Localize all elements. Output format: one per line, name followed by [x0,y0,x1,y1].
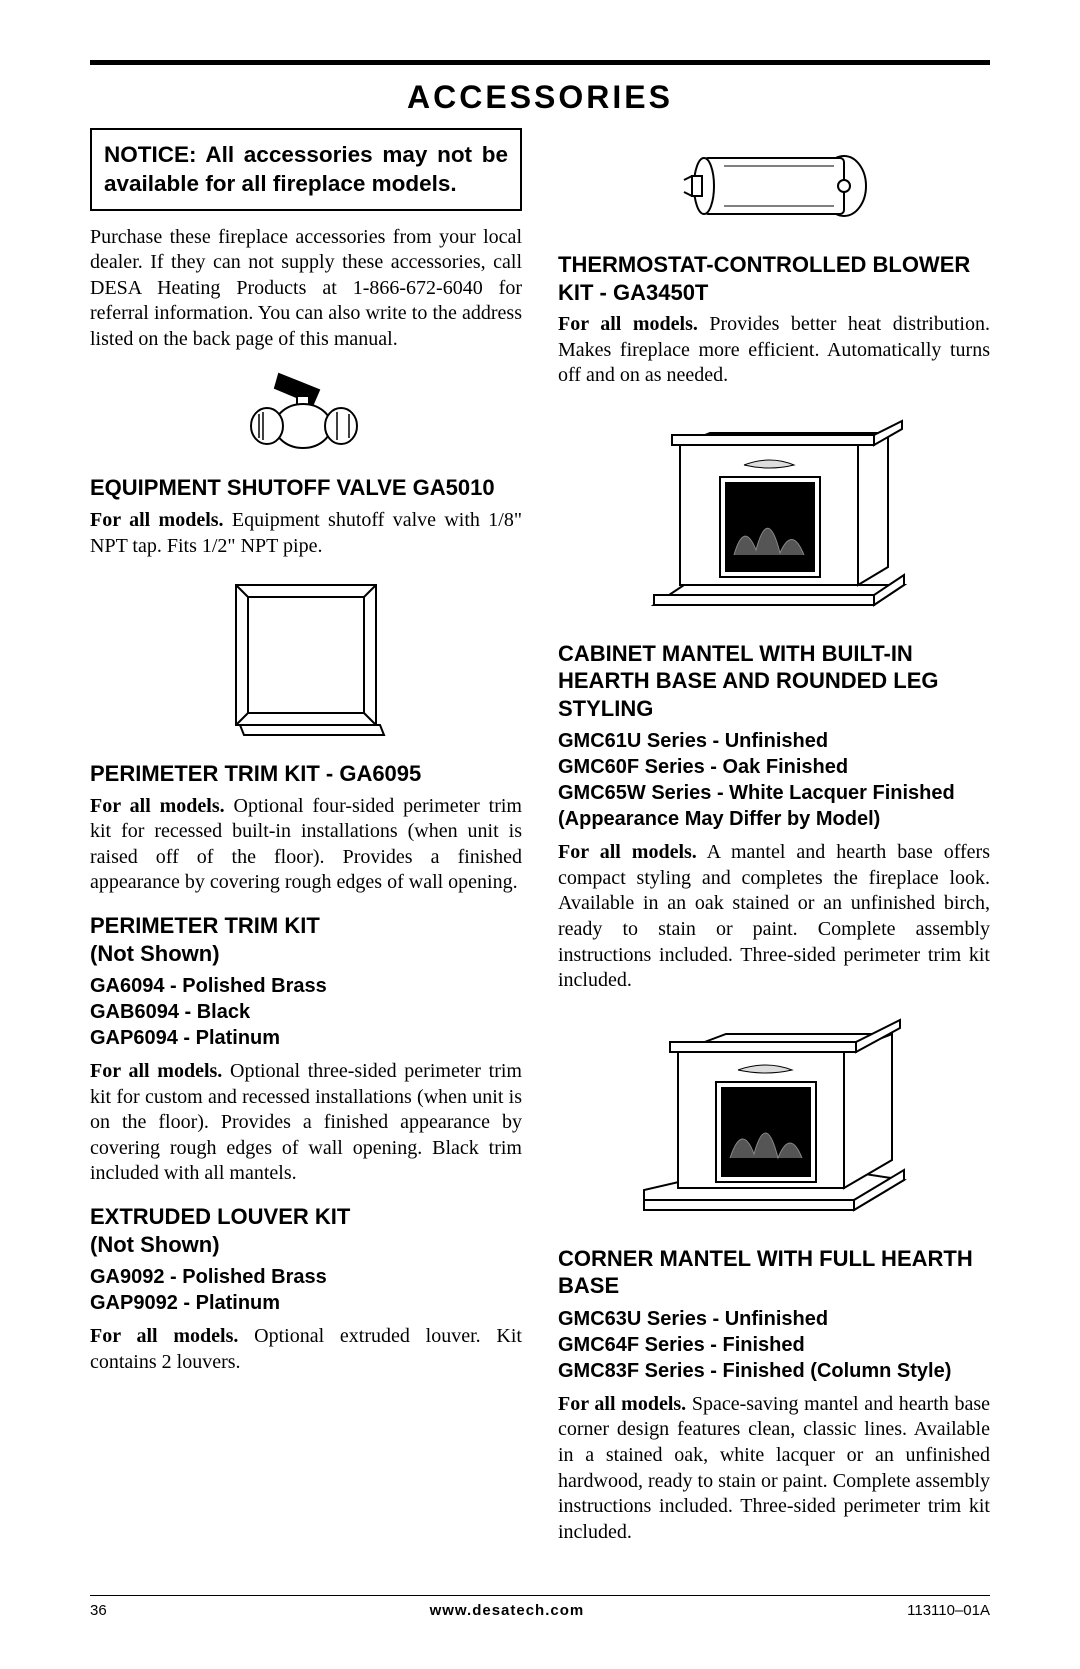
corner-variants: GMC63U Series - Unfinished GMC64F Series… [558,1306,990,1384]
cabinet-lead: For all models. [558,841,697,863]
cabinet-heading: CABINET MANTEL WITH BUILT-IN HEARTH BASE… [558,640,990,723]
corner-lead: For all models. [558,1393,686,1415]
trim-notshown-desc: For all models. Optional three-sided per… [90,1059,522,1187]
corner-mantel-illustration [558,1010,990,1235]
blower-illustration [558,136,990,241]
intro-paragraph: Purchase these fireplace accessories fro… [90,225,522,353]
page-title: ACCESSORIES [90,79,990,116]
left-column: NOTICE: All accessories may not be avail… [90,128,522,1561]
cabinet-variants: GMC61U Series - Unfinished GMC60F Series… [558,728,990,832]
content-columns: NOTICE: All accessories may not be avail… [90,128,990,1561]
shutoff-desc: For all models. Equipment shutoff valve … [90,508,522,559]
louver-desc: For all models. Optional extruded louver… [90,1324,522,1375]
notice-box: NOTICE: All accessories may not be avail… [90,128,522,211]
trim-notshown-lead: For all models. [90,1060,222,1082]
trim6095-desc: For all models. Optional four-sided peri… [90,794,522,896]
footer: 36 www.desatech.com 113110–01A [90,1595,990,1619]
right-column: THERMOSTAT-CONTROLLED BLOWER KIT - GA345… [558,128,990,1561]
page-root: ACCESSORIES NOTICE: All accessories may … [0,0,1080,1669]
blower-lead: For all models. [558,313,698,335]
cabinet-desc: For all models. A mantel and hearth base… [558,840,990,994]
corner-mantel-icon [634,1010,914,1230]
louver-variants: GA9092 - Polished Brass GAP9092 - Platin… [90,1264,522,1316]
corner-desc: For all models. Space-saving mantel and … [558,1392,990,1546]
cabinet-text: A mantel and hearth base offers compact … [558,841,990,991]
trim6095-heading: PERIMETER TRIM KIT - GA6095 [90,760,522,788]
louver-heading: EXTRUDED LOUVER KIT(Not Shown) [90,1203,522,1258]
blower-icon [664,136,884,236]
footer-url: www.desatech.com [430,1602,585,1619]
cabinet-mantel-illustration [558,405,990,630]
page-number: 36 [90,1602,107,1619]
corner-heading: CORNER MANTEL WITH FULL HEARTH BASE [558,1245,990,1300]
louver-lead: For all models. [90,1325,238,1347]
top-rule [90,60,990,65]
blower-desc: For all models. Provides better heat dis… [558,312,990,389]
corner-text: Space-saving mantel and hearth base corn… [558,1393,990,1543]
footer-code: 113110–01A [907,1602,990,1619]
shutoff-valve-illustration [90,364,522,464]
trim-notshown-heading: PERIMETER TRIM KIT(Not Shown) [90,912,522,967]
cabinet-mantel-icon [634,405,914,625]
valve-icon [241,364,371,459]
blower-heading: THERMOSTAT-CONTROLLED BLOWER KIT - GA345… [558,251,990,306]
trim6095-lead: For all models. [90,795,225,817]
trim-kit-illustration [90,575,522,750]
trim-notshown-variants: GA6094 - Polished Brass GAB6094 - Black … [90,973,522,1051]
shutoff-heading: EQUIPMENT SHUTOFF VALVE GA5010 [90,474,522,502]
shutoff-lead: For all models. [90,509,224,531]
frame-icon [216,575,396,745]
